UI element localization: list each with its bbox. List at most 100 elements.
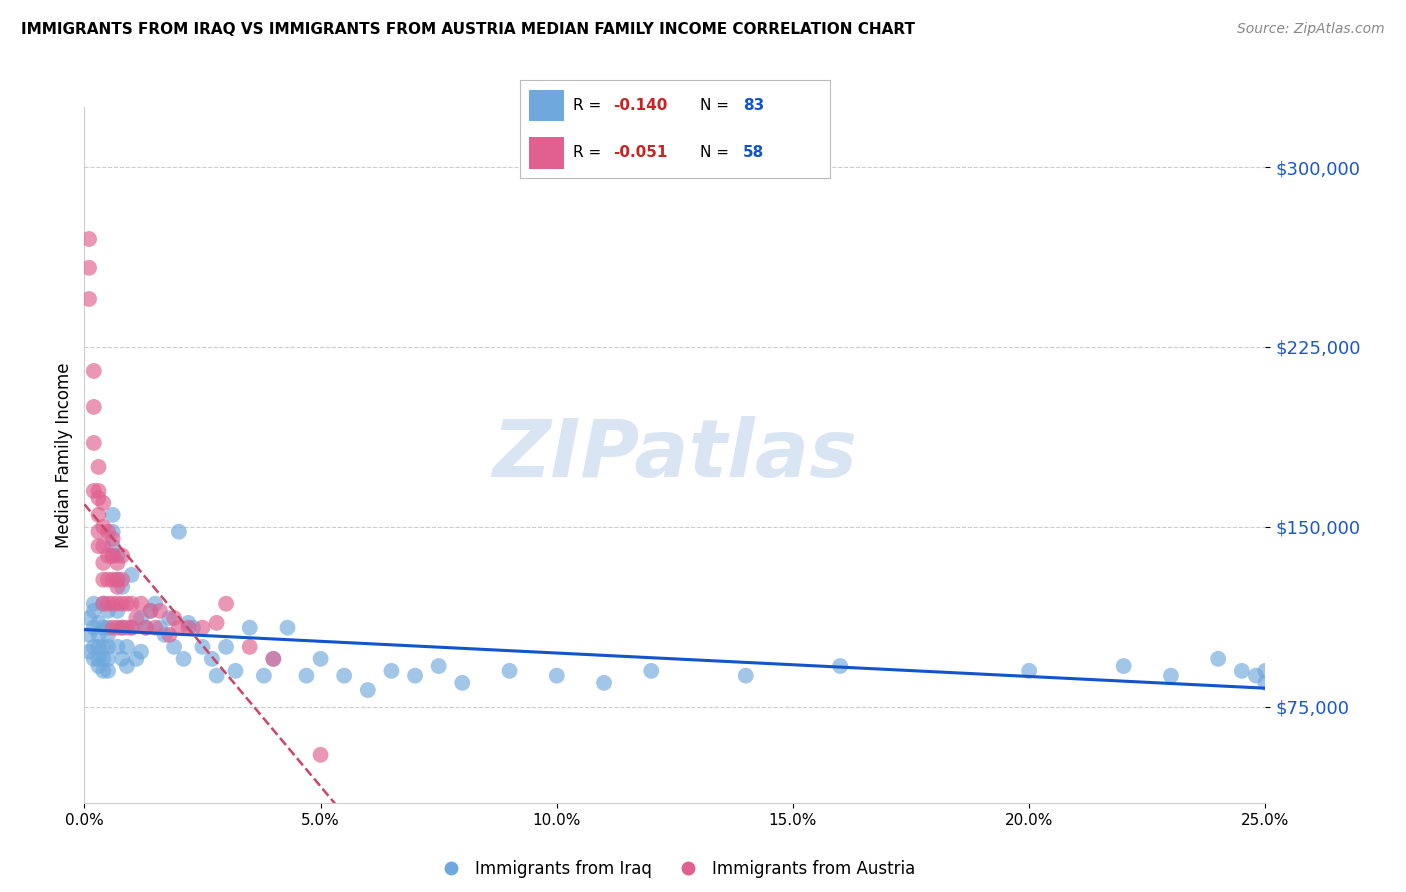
Point: [295, 668, 318, 682]
Point: [157, 611, 180, 625]
Point: [107, 573, 129, 587]
Point: [121, 621, 143, 635]
Point: [1244, 668, 1267, 682]
Point: [163, 640, 186, 654]
Point: [1160, 668, 1182, 682]
Text: N =: N =: [700, 145, 734, 161]
Point: [1230, 664, 1253, 678]
Point: [191, 640, 214, 654]
Point: [97, 652, 120, 666]
Point: [77, 628, 100, 642]
Point: [177, 621, 200, 635]
Point: [129, 597, 152, 611]
Text: Source: ZipAtlas.com: Source: ZipAtlas.com: [1237, 22, 1385, 37]
Point: [87, 652, 110, 666]
Point: [91, 652, 114, 666]
Point: [181, 621, 204, 635]
Point: [87, 524, 110, 539]
Point: [173, 652, 195, 666]
Point: [101, 573, 124, 587]
Legend: Immigrants from Iraq, Immigrants from Austria: Immigrants from Iraq, Immigrants from Au…: [429, 854, 921, 885]
Text: R =: R =: [572, 145, 606, 161]
Point: [101, 549, 124, 563]
Text: IMMIGRANTS FROM IRAQ VS IMMIGRANTS FROM AUSTRIA MEDIAN FAMILY INCOME CORRELATION: IMMIGRANTS FROM IRAQ VS IMMIGRANTS FROM …: [21, 22, 915, 37]
Point: [125, 611, 148, 625]
Text: ZIPatlas: ZIPatlas: [492, 416, 858, 494]
Point: [91, 539, 114, 553]
Point: [97, 549, 120, 563]
Point: [239, 640, 262, 654]
Point: [97, 664, 120, 678]
Point: [77, 260, 100, 275]
Point: [427, 659, 450, 673]
Point: [215, 640, 238, 654]
Point: [91, 573, 114, 587]
Point: [83, 652, 105, 666]
Point: [115, 640, 138, 654]
Point: [1018, 664, 1040, 678]
Bar: [530, 137, 564, 169]
Text: 58: 58: [742, 145, 765, 161]
Point: [135, 621, 157, 635]
Point: [91, 664, 114, 678]
Point: [97, 524, 120, 539]
Point: [77, 645, 100, 659]
Point: [101, 508, 124, 522]
Point: [77, 292, 100, 306]
Point: [115, 597, 138, 611]
Point: [87, 483, 110, 498]
Point: [107, 556, 129, 570]
Point: [1254, 676, 1277, 690]
Point: [593, 676, 616, 690]
Point: [107, 549, 129, 563]
Point: [451, 676, 474, 690]
Point: [91, 520, 114, 534]
Point: [121, 621, 143, 635]
Point: [225, 664, 247, 678]
Point: [91, 640, 114, 654]
Point: [83, 604, 105, 618]
Point: [83, 597, 105, 611]
Point: [111, 580, 134, 594]
Point: [77, 232, 100, 246]
Point: [97, 628, 120, 642]
Point: [498, 664, 520, 678]
Point: [107, 573, 129, 587]
Point: [111, 573, 134, 587]
Point: [101, 549, 124, 563]
Point: [177, 615, 200, 630]
Point: [139, 604, 162, 618]
Point: [97, 573, 120, 587]
Point: [262, 652, 284, 666]
Point: [87, 628, 110, 642]
Point: [404, 668, 426, 682]
Point: [380, 664, 402, 678]
Point: [153, 628, 176, 642]
Point: [87, 640, 110, 654]
Point: [101, 621, 124, 635]
Point: [97, 621, 120, 635]
Point: [157, 628, 180, 642]
Point: [135, 621, 157, 635]
Point: [139, 604, 162, 618]
Point: [91, 556, 114, 570]
Point: [83, 364, 105, 378]
Point: [107, 580, 129, 594]
Point: [87, 491, 110, 505]
Point: [87, 539, 110, 553]
Point: [101, 532, 124, 546]
Text: -0.140: -0.140: [613, 98, 668, 113]
Point: [107, 621, 129, 635]
Text: 83: 83: [742, 98, 765, 113]
Point: [276, 621, 298, 635]
Point: [357, 683, 380, 698]
Point: [111, 597, 134, 611]
Point: [87, 659, 110, 673]
Bar: [530, 90, 564, 121]
Point: [101, 597, 124, 611]
Point: [830, 659, 852, 673]
Point: [1254, 664, 1277, 678]
Point: [143, 621, 166, 635]
Point: [121, 567, 143, 582]
Text: N =: N =: [700, 98, 734, 113]
